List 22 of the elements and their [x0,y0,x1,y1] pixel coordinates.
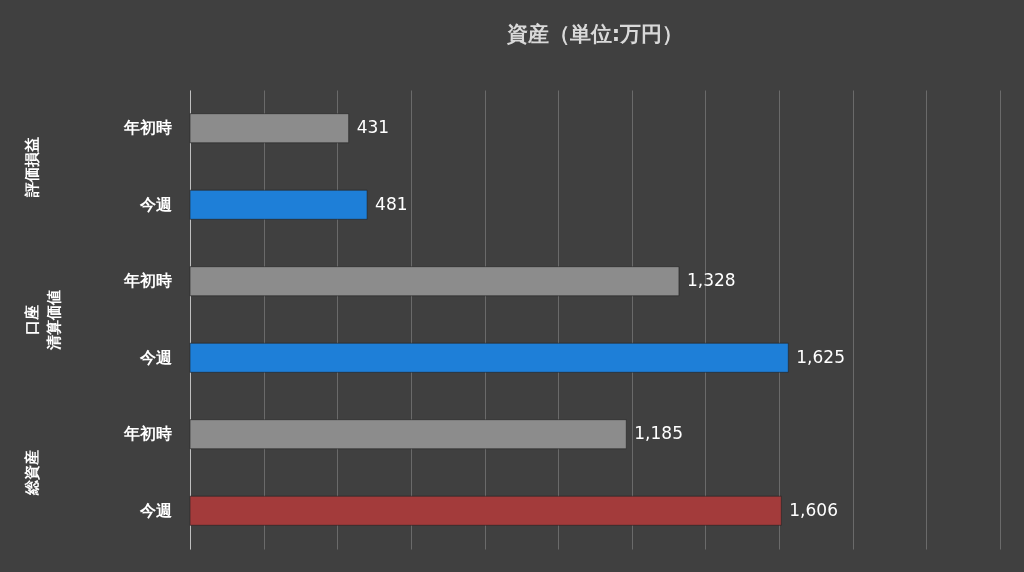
y-tick-label: 年初時 [123,424,172,444]
bar [189,419,627,450]
y-tick-label: 今週 [139,500,173,520]
data-label: 1,328 [686,270,736,291]
chart-title: 資産（単位:万円） [505,22,684,46]
y-tick-label: 年初時 [123,118,172,138]
data-label: 1,185 [634,423,683,444]
data-label: 431 [356,117,390,138]
data-label: 1,625 [796,346,845,367]
bar [189,342,789,373]
y-tick-label: 今週 [139,194,173,214]
text: 総資産 [23,450,41,496]
data-label: 1,606 [789,499,838,520]
bar [189,189,368,220]
data-label: 481 [375,193,408,214]
bar [189,495,782,526]
bar [189,113,349,144]
y-tick-label: 今週 [139,347,173,367]
y-tick-label: 年初時 [123,271,172,291]
bar [189,266,680,297]
text: 口座清算価値 [23,289,63,351]
text: 評価損益 [23,136,41,198]
